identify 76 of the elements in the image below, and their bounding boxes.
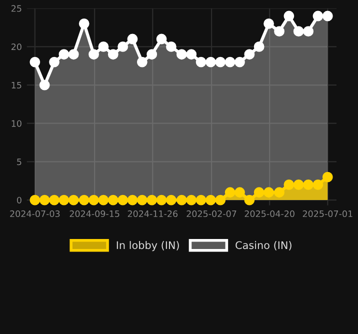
point bbox=[293, 180, 304, 190]
point bbox=[136, 56, 148, 68]
point bbox=[244, 49, 255, 60]
y-tick-label: 0 bbox=[17, 196, 22, 204]
point bbox=[39, 80, 50, 90]
point bbox=[312, 180, 324, 190]
point bbox=[274, 187, 284, 198]
point bbox=[322, 172, 333, 182]
point bbox=[215, 56, 226, 68]
point bbox=[293, 26, 304, 37]
point bbox=[186, 194, 197, 206]
point bbox=[118, 41, 128, 52]
point bbox=[264, 18, 274, 29]
point bbox=[108, 49, 118, 60]
x-tick-label: 2025-07-01 bbox=[302, 210, 352, 218]
point bbox=[98, 194, 109, 206]
point bbox=[176, 194, 187, 206]
point bbox=[166, 41, 176, 52]
point bbox=[118, 194, 128, 206]
y-tick-label: 10 bbox=[12, 120, 22, 127]
legend-label: In lobby (IN) bbox=[116, 241, 179, 252]
point bbox=[78, 18, 90, 29]
point bbox=[244, 194, 255, 206]
point bbox=[322, 10, 333, 22]
point bbox=[68, 194, 79, 206]
legend-label: Casino (IN) bbox=[236, 241, 292, 250]
point bbox=[234, 187, 245, 198]
x-tick-label: 2024-11-26 bbox=[128, 210, 178, 218]
x-tick-label: 2024-07-03 bbox=[10, 210, 60, 218]
x-tick-label: 2025-04-20 bbox=[244, 210, 294, 218]
point bbox=[30, 194, 40, 206]
point bbox=[127, 34, 138, 44]
point bbox=[68, 49, 79, 60]
point bbox=[284, 180, 294, 190]
y-tick-label: 15 bbox=[12, 82, 22, 88]
point bbox=[146, 194, 158, 206]
point bbox=[234, 56, 245, 68]
point bbox=[303, 180, 314, 190]
point bbox=[303, 26, 314, 37]
point bbox=[136, 194, 148, 206]
point bbox=[108, 194, 118, 206]
point bbox=[254, 187, 264, 198]
point bbox=[49, 194, 60, 206]
y-tick-label: 20 bbox=[11, 44, 22, 50]
point bbox=[186, 49, 197, 60]
point bbox=[58, 49, 70, 60]
point bbox=[196, 194, 206, 206]
point bbox=[146, 49, 158, 60]
y-tick-label: 5 bbox=[17, 158, 22, 166]
point bbox=[88, 49, 99, 60]
point bbox=[156, 34, 167, 44]
point bbox=[215, 194, 226, 206]
point bbox=[196, 56, 206, 68]
point bbox=[98, 41, 109, 52]
point bbox=[88, 194, 99, 206]
point bbox=[254, 41, 264, 52]
point bbox=[206, 194, 216, 206]
x-tick-label: 2024-09-15 bbox=[70, 210, 120, 218]
point bbox=[49, 56, 60, 68]
point bbox=[127, 194, 138, 206]
point bbox=[58, 194, 70, 206]
point bbox=[30, 56, 40, 68]
point bbox=[156, 194, 167, 206]
point bbox=[224, 187, 236, 198]
x-tick-label: 2025-02-07 bbox=[186, 210, 236, 218]
y-tick-label: 25 bbox=[11, 5, 22, 12]
point bbox=[176, 49, 187, 60]
point bbox=[166, 194, 176, 206]
point bbox=[224, 56, 236, 68]
point bbox=[284, 10, 294, 22]
point bbox=[206, 56, 216, 68]
point bbox=[78, 194, 90, 206]
point bbox=[274, 26, 284, 37]
point bbox=[264, 187, 274, 198]
point bbox=[39, 194, 50, 206]
point bbox=[312, 10, 324, 22]
